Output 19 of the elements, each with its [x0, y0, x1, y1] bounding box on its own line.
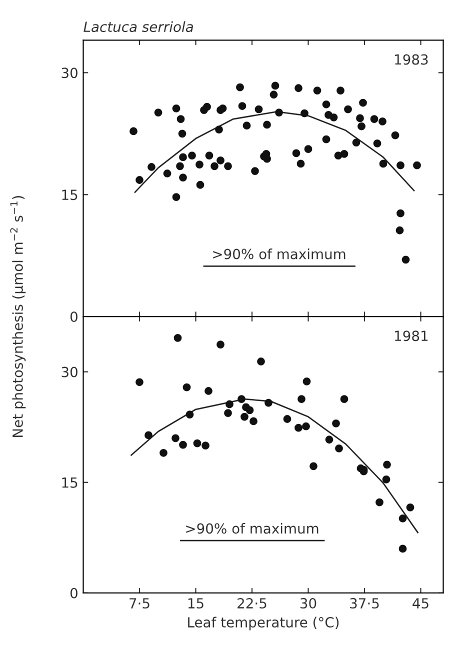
annotation: >90% of maximum — [186, 522, 318, 534]
y-tick-label: 30 — [62, 68, 78, 78]
x-tick-label: 30 — [300, 598, 316, 609]
y-tick-label: 30 — [62, 366, 78, 378]
y-tick-label: 15 — [62, 478, 78, 488]
chart-title: Lactuca serriola — [84, 21, 193, 32]
y-tick-label: 0 — [70, 588, 78, 598]
annotation: 1981 — [395, 330, 428, 342]
x-axis-title: Leaf temperature (°C) — [188, 616, 339, 630]
y-axis-title: Net photosynthesis (μmol m$^{−2}$ s$^{−1}$) — [10, 196, 26, 437]
annotation: >90% of maximum — [213, 248, 346, 260]
y-tick-label: 0 — [70, 312, 78, 322]
x-tick-label: 37·5 — [350, 598, 379, 609]
y-tick-label: 15 — [62, 190, 78, 200]
annotation: 1983 — [395, 54, 428, 65]
x-tick-label: 7·5 — [130, 598, 150, 609]
x-tick-label: 45 — [412, 598, 428, 609]
x-tick-label: 22·5 — [238, 598, 266, 609]
x-tick-label: 15 — [188, 598, 204, 609]
